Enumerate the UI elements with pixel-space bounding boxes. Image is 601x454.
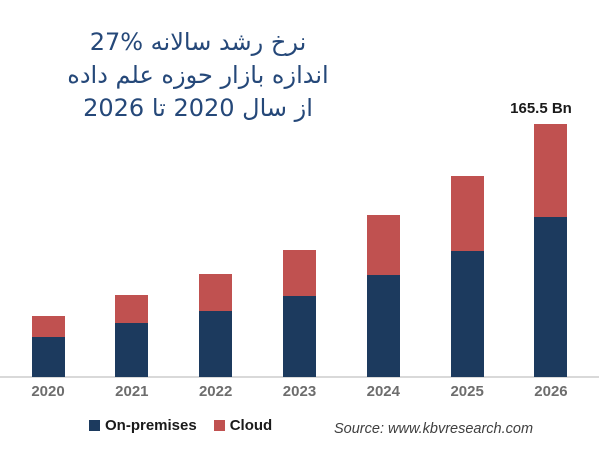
bar-2021-cloud-segment (115, 295, 149, 323)
legend-label: On-premises (105, 417, 197, 434)
bar-2026-on-premises-segment (534, 217, 568, 377)
bar-2024-on-premises-segment (366, 275, 400, 377)
x-axis-label-2025: 2025 (450, 383, 484, 400)
legend-item-on-premises: On-premises (89, 417, 197, 434)
x-axis-label-2023: 2023 (282, 383, 317, 400)
bar-2022-cloud-segment (199, 274, 233, 311)
total-value-label: 165.5 Bn (510, 100, 572, 117)
bar-2022-on-premises-segment (199, 311, 233, 377)
bar-2021 (115, 295, 149, 377)
title-line-market-size: اندازه بازار حوزه علم داده (67, 61, 329, 89)
bar-2025-on-premises-segment (450, 251, 484, 377)
legend-swatch-icon (89, 420, 100, 431)
title-line-year-range: از سال 2020 تا 2026 (83, 94, 313, 122)
legend: On-premises Cloud (89, 417, 272, 434)
bar-2025-cloud-segment (450, 176, 484, 251)
bar-2020-on-premises-segment (31, 337, 65, 377)
x-axis-label-2022: 2022 (198, 383, 233, 400)
bar-2023 (282, 250, 316, 377)
x-axis-label-2021: 2021 (115, 383, 149, 400)
bar-2021-on-premises-segment (115, 323, 149, 377)
legend-label: Cloud (229, 417, 273, 434)
bar-2020-cloud-segment (31, 316, 65, 337)
bar-2025 (450, 176, 484, 377)
source-text: Source: www.kbvresearch.com (334, 421, 534, 437)
bar-2024-cloud-segment (366, 215, 400, 275)
title-line-growth-rate: نرخ رشد سالانه %27 (89, 28, 307, 56)
x-axis-line (0, 376, 599, 378)
bar-2026 (534, 124, 568, 377)
bar-2020 (31, 316, 65, 377)
bar-2024 (366, 215, 400, 377)
x-axis-label-2020: 2020 (31, 383, 65, 400)
bar-2022 (199, 274, 233, 377)
chart-title: نرخ رشد سالانه %27 اندازه بازار حوزه علم… (37, 26, 359, 125)
bar-2026-cloud-segment (534, 124, 568, 217)
bar-2023-cloud-segment (282, 250, 316, 296)
legend-item-cloud: Cloud (213, 417, 273, 434)
bar-2023-on-premises-segment (282, 296, 316, 377)
x-axis-label-2026: 2026 (534, 383, 568, 400)
x-axis-label-2024: 2024 (366, 383, 400, 400)
legend-swatch-icon (213, 420, 225, 431)
